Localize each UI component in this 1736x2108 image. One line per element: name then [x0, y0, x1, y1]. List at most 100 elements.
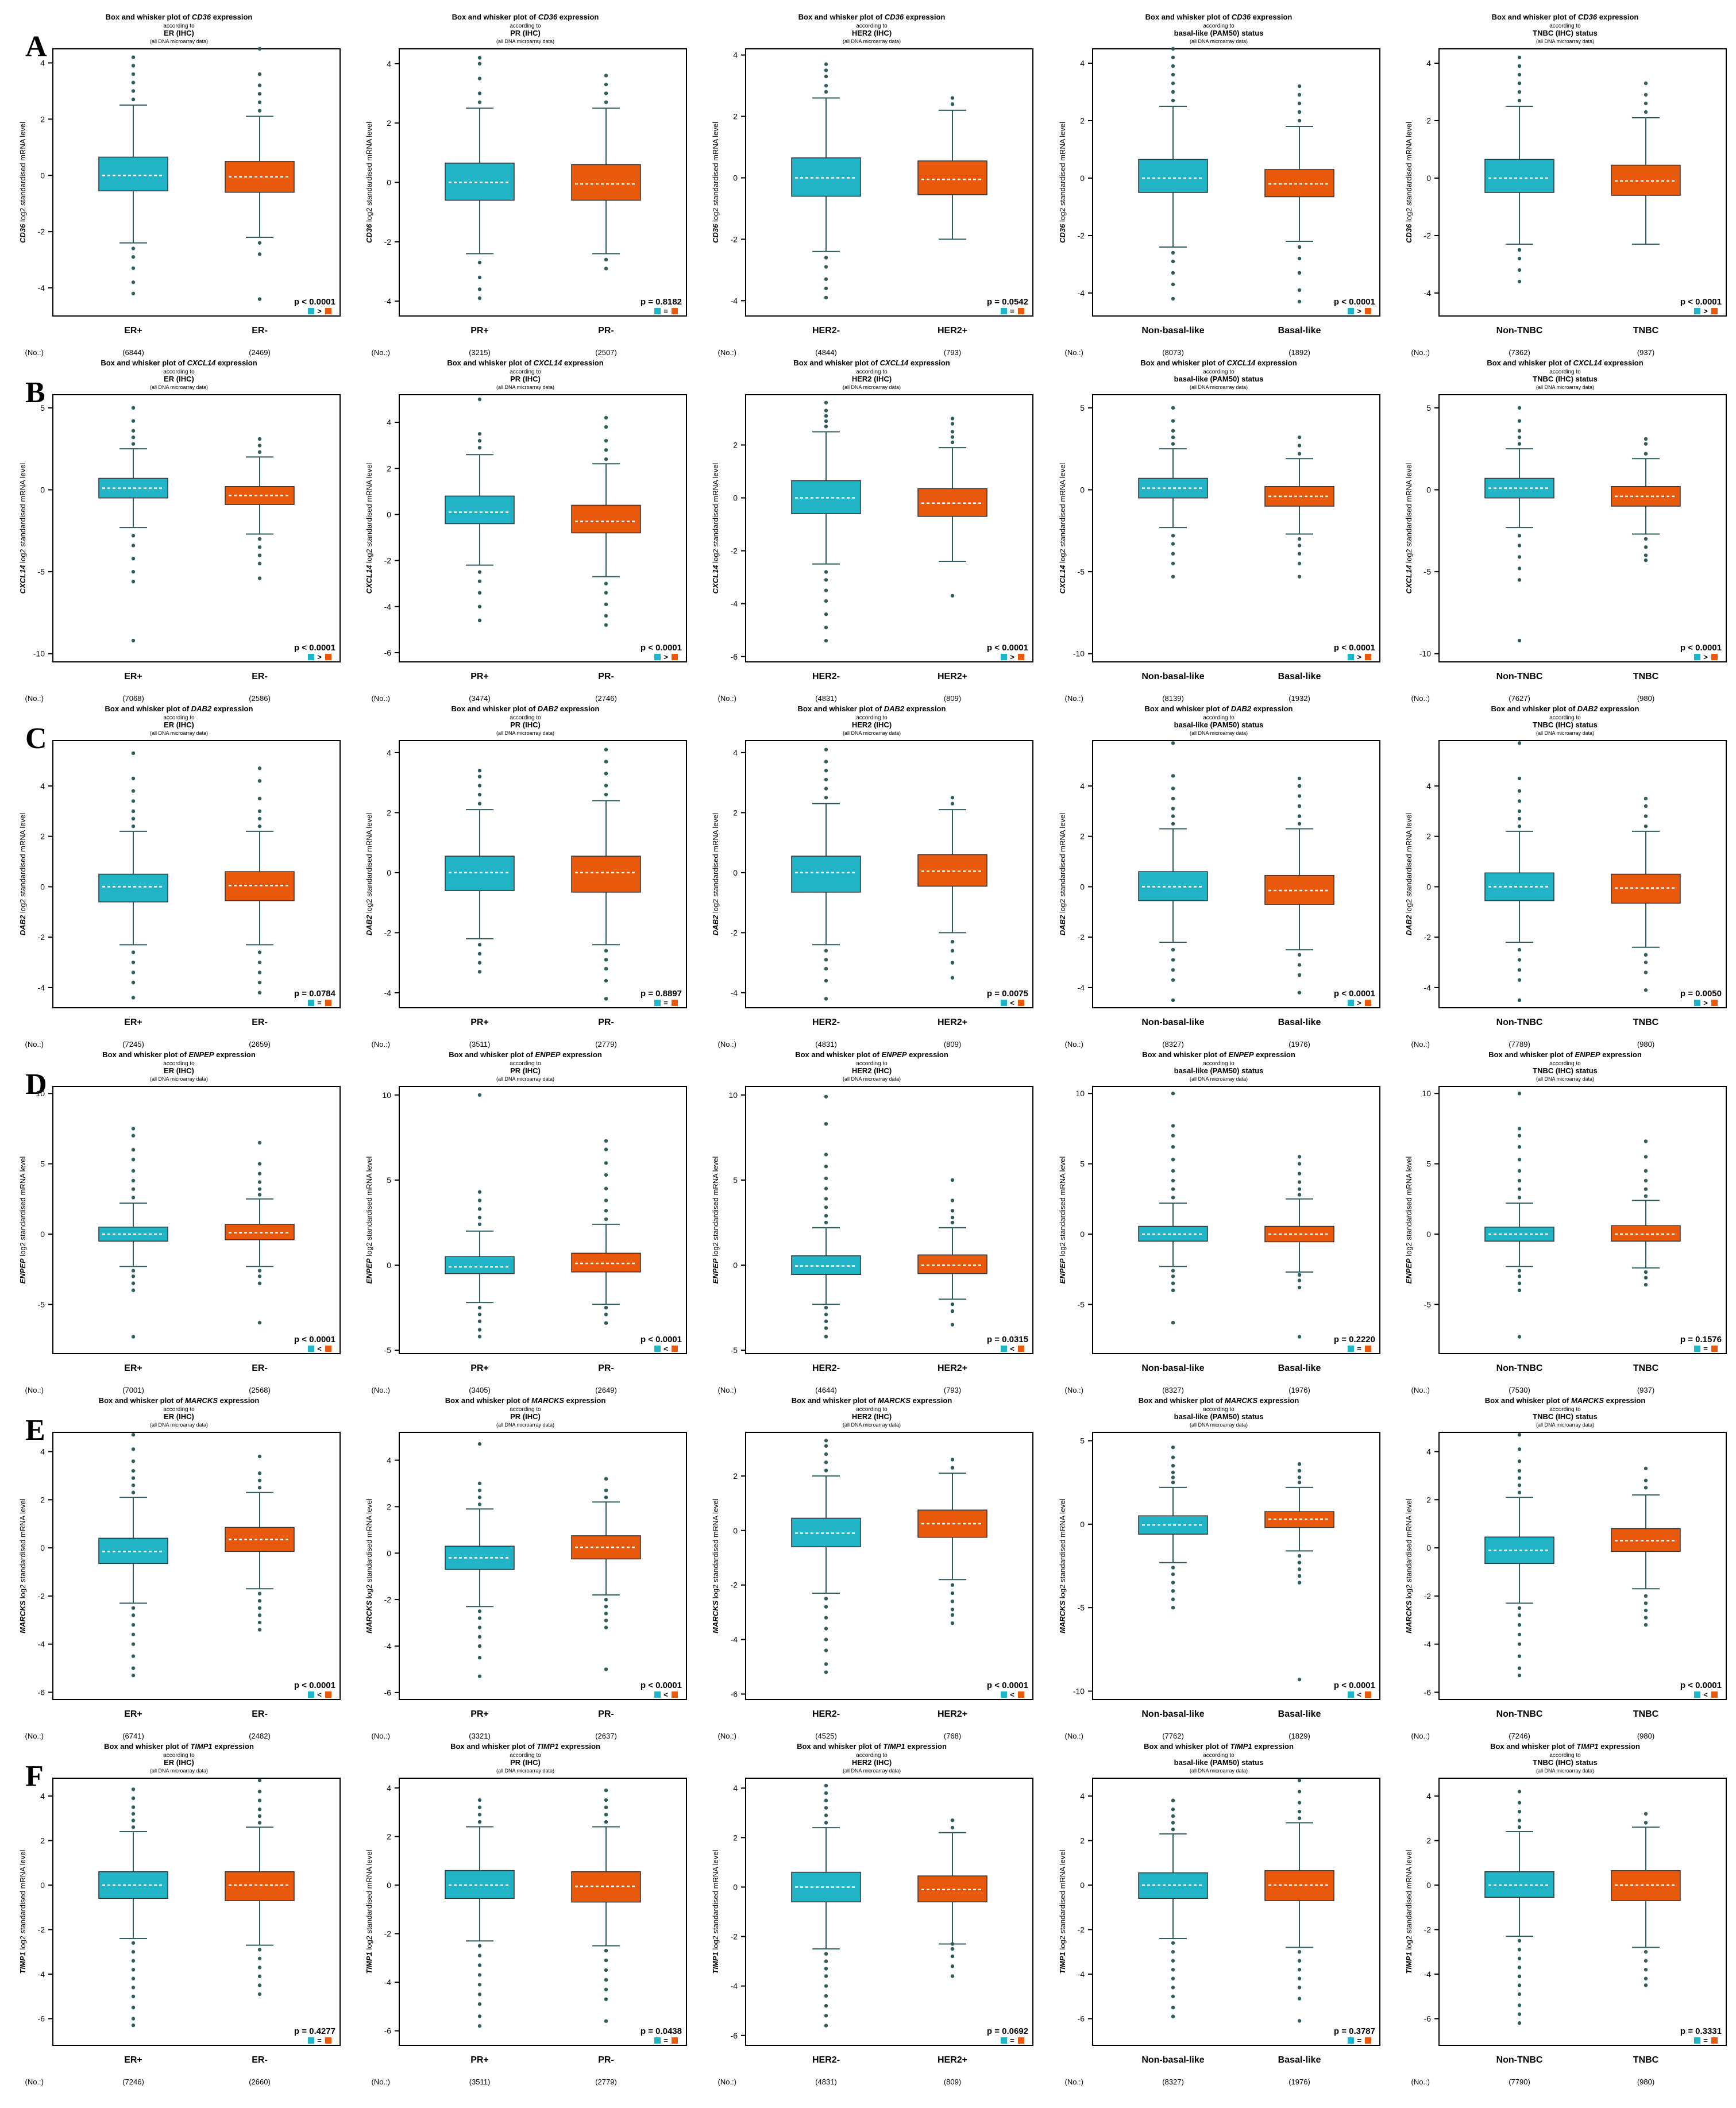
y-tick-label: -4 — [1424, 288, 1432, 298]
y-tick-label: 4 — [1426, 59, 1431, 68]
outlier-point — [1644, 93, 1648, 97]
outlier-point — [1517, 1790, 1522, 1794]
outlier-point — [604, 1488, 608, 1493]
outlier-point — [1297, 575, 1302, 579]
outlier-point — [1171, 1158, 1175, 1162]
y-tick-label: 2 — [40, 832, 45, 841]
y-axis-label: TIMP1 log2 standardised mRNA level — [18, 1849, 27, 1974]
chart-title: Box and whisker plot of CXCL14 expressio… — [447, 359, 603, 367]
y-tick-label: 5 — [1426, 1159, 1431, 1169]
sample-count: (3511) — [469, 1040, 491, 1049]
outlier-point — [1644, 452, 1648, 456]
outlier-point — [1297, 1581, 1302, 1585]
outlier-point — [1171, 98, 1175, 103]
p-value: p < 0.0001 — [987, 1681, 1028, 1690]
y-axis-label: ENPEP log2 standardised mRNA level — [711, 1156, 720, 1284]
y-tick-label: 2 — [733, 808, 738, 817]
outlier-point — [604, 792, 608, 797]
outlier-point — [477, 397, 482, 402]
plot-frame — [745, 1086, 1033, 1354]
outlier-point — [131, 1269, 136, 1273]
outlier-point — [257, 444, 262, 448]
chart-according: according to — [856, 1061, 888, 1067]
outlier-point — [1297, 1187, 1302, 1191]
outlier-point — [1517, 544, 1522, 548]
chart-according: according to — [856, 1752, 888, 1759]
outlier-point — [1297, 1790, 1302, 1794]
outlier-point — [131, 580, 136, 584]
count-row-label: (No.:) — [1065, 1040, 1084, 1049]
sample-count: (2649) — [595, 1386, 617, 1394]
outlier-point — [257, 1274, 262, 1278]
outlier-point — [131, 569, 136, 574]
outlier-point — [1517, 1948, 1522, 1952]
chart-according: according to — [856, 23, 888, 29]
outlier-point — [1644, 1976, 1648, 1980]
outlier-point — [477, 2014, 482, 2018]
sample-count: (3215) — [469, 348, 491, 357]
outlier-point — [257, 1471, 262, 1475]
y-tick-label: -4 — [384, 296, 392, 306]
y-axis-label: TIMP1 log2 standardised mRNA level — [365, 1849, 373, 1974]
y-tick-label: -6 — [1424, 1687, 1432, 1697]
chart-microarray-note: (all DNA microarray data) — [1190, 1768, 1248, 1774]
y-axis-label: CD36 log2 standardised mRNA level — [711, 122, 720, 243]
outlier-point — [1297, 1968, 1302, 1972]
count-row-label: (No.:) — [1411, 694, 1430, 703]
outlier-point — [1644, 1968, 1648, 1972]
outlier-point — [1171, 1320, 1175, 1325]
outlier-point — [604, 2019, 608, 2023]
y-tick-label: 2 — [1426, 1495, 1431, 1504]
sample-count: (4831) — [815, 1040, 837, 1049]
y-axis-label: MARCKS log2 standardised mRNA level — [1405, 1498, 1413, 1633]
outlier-point — [257, 1778, 262, 1783]
sample-count: (937) — [1637, 1386, 1654, 1394]
legend-swatch-group1 — [1348, 2037, 1354, 2044]
outlier-point — [257, 1956, 262, 1961]
comparison-symbol: > — [317, 653, 322, 661]
y-axis-label: TIMP1 log2 standardised mRNA level — [1058, 1849, 1067, 1974]
outlier-point — [257, 1269, 262, 1273]
x-category-label: ER- — [252, 672, 268, 681]
outlier-point — [824, 277, 828, 282]
outlier-point — [477, 275, 482, 280]
outlier-point — [257, 1140, 262, 1145]
p-value: p = 0.0438 — [641, 2026, 682, 2036]
chart-subtitle: TNBC (IHC) status — [1533, 29, 1598, 37]
legend-swatch-group2 — [672, 654, 678, 660]
outlier-point — [824, 1597, 828, 1601]
legend-swatch-group2 — [1018, 2037, 1024, 2044]
y-tick-label: 10 — [1422, 1089, 1431, 1098]
comparison-symbol: < — [1010, 1690, 1014, 1699]
y-tick-label: 4 — [1080, 1791, 1085, 1801]
p-value: p = 0.0075 — [987, 989, 1028, 999]
outlier-point — [1644, 1194, 1648, 1198]
outlier-point — [824, 777, 828, 782]
p-value: p = 0.8182 — [641, 297, 682, 307]
outlier-point — [824, 414, 828, 418]
chart-subtitle: ER (IHC) — [164, 1758, 194, 1767]
comparison-symbol: > — [663, 653, 668, 661]
outlier-point — [1644, 558, 1648, 562]
outlier-point — [131, 435, 136, 440]
outlier-point — [1644, 1139, 1648, 1143]
outlier-point — [1171, 1178, 1175, 1183]
outlier-point — [1171, 2005, 1175, 2010]
outlier-point — [824, 1648, 828, 1652]
x-category-label: ER+ — [124, 326, 142, 336]
chart-panel: Box and whisker plot of TIMP1 expression… — [365, 1742, 687, 2086]
y-tick-label: -5 — [38, 1300, 45, 1309]
outlier-point — [477, 579, 482, 583]
outlier-point — [1171, 1808, 1175, 1812]
outlier-point — [824, 62, 828, 66]
outlier-point — [604, 415, 608, 420]
outlier-point — [604, 1625, 608, 1629]
outlier-point — [131, 1805, 136, 1809]
outlier-point — [131, 1127, 136, 1131]
plot-frame — [1438, 1086, 1727, 1354]
outlier-point — [824, 1452, 828, 1456]
outlier-point — [477, 970, 482, 974]
y-tick-label: 0 — [387, 1548, 391, 1558]
outlier-point — [1517, 1134, 1522, 1138]
sample-count: (2568) — [249, 1386, 271, 1394]
